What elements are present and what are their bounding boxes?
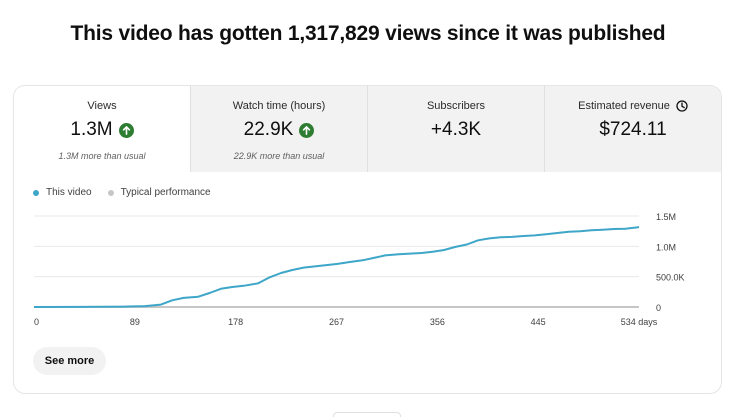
legend-item-this-video: This video: [33, 187, 92, 198]
legend-item-typical: Typical performance: [107, 187, 211, 198]
x-tick-label: 267: [329, 317, 344, 327]
x-tick-label: 445: [531, 317, 546, 327]
metric-value: 22.9K: [243, 119, 294, 140]
legend-dot: [33, 189, 39, 196]
metric-label: Views: [87, 100, 117, 112]
x-tick-label: 0: [34, 317, 39, 327]
metric-comparison: 1.3M more than usual: [58, 151, 146, 161]
metric-label: Estimated revenue: [578, 100, 670, 112]
analytics-card: Views 1.3M 1.3M more than usual Watch ti…: [13, 85, 722, 394]
metric-tab-views[interactable]: Views 1.3M 1.3M more than usual: [14, 86, 190, 172]
metrics-tabs: Views 1.3M 1.3M more than usual Watch ti…: [14, 86, 721, 172]
page-headline: This video has gotten 1,317,829 views si…: [70, 22, 666, 45]
legend-dot: [107, 189, 114, 196]
clock-icon: [676, 100, 688, 112]
x-tick-label: 89: [130, 317, 140, 327]
y-tick-label: 0: [656, 303, 661, 313]
metric-tab-subscribers[interactable]: Subscribers +4.3K: [367, 86, 544, 172]
metric-tab-revenue[interactable]: Estimated revenue $724.11: [544, 86, 721, 172]
x-tick-label: 534 days: [621, 317, 658, 327]
metric-value-row: 1.3M: [14, 118, 190, 142]
y-tick-label: 500.0K: [656, 273, 685, 283]
y-tick-label: 1.5M: [656, 212, 676, 222]
legend-label: This video: [46, 187, 92, 198]
chart-legend: This video Typical performance: [33, 187, 211, 198]
trend-up-icon: [118, 122, 134, 138]
metric-value-row: $724.11: [545, 118, 721, 142]
x-tick-label: 178: [228, 317, 243, 327]
see-more-button[interactable]: See more: [33, 347, 106, 375]
y-tick-label: 1.0M: [656, 242, 676, 252]
metric-label: Subscribers: [426, 100, 486, 112]
metric-tab-watch-time[interactable]: Watch time (hours) 22.9K 22.9K more than…: [190, 86, 367, 172]
legend-label: Typical performance: [120, 187, 211, 198]
metric-value-row: 22.9K: [191, 118, 367, 142]
bottom-tab-stub: [333, 412, 401, 417]
x-tick-label: 356: [430, 317, 445, 327]
metric-label-row: Estimated revenue: [545, 99, 721, 113]
metric-comparison: 22.9K more than usual: [233, 151, 325, 161]
metric-label: Watch time (hours): [232, 100, 326, 112]
metric-value: 1.3M: [70, 119, 113, 140]
views-chart: 0 500.0K 1.0M 1.5M 0 89 178 267 356 445 534 days: [33, 212, 685, 327]
metric-value-row: +4.3K: [368, 118, 544, 142]
series-line-this-video: [33, 226, 640, 308]
trend-up-icon: [299, 122, 315, 138]
metric-value: $724.11: [599, 119, 667, 140]
metric-value: +4.3K: [430, 119, 482, 140]
